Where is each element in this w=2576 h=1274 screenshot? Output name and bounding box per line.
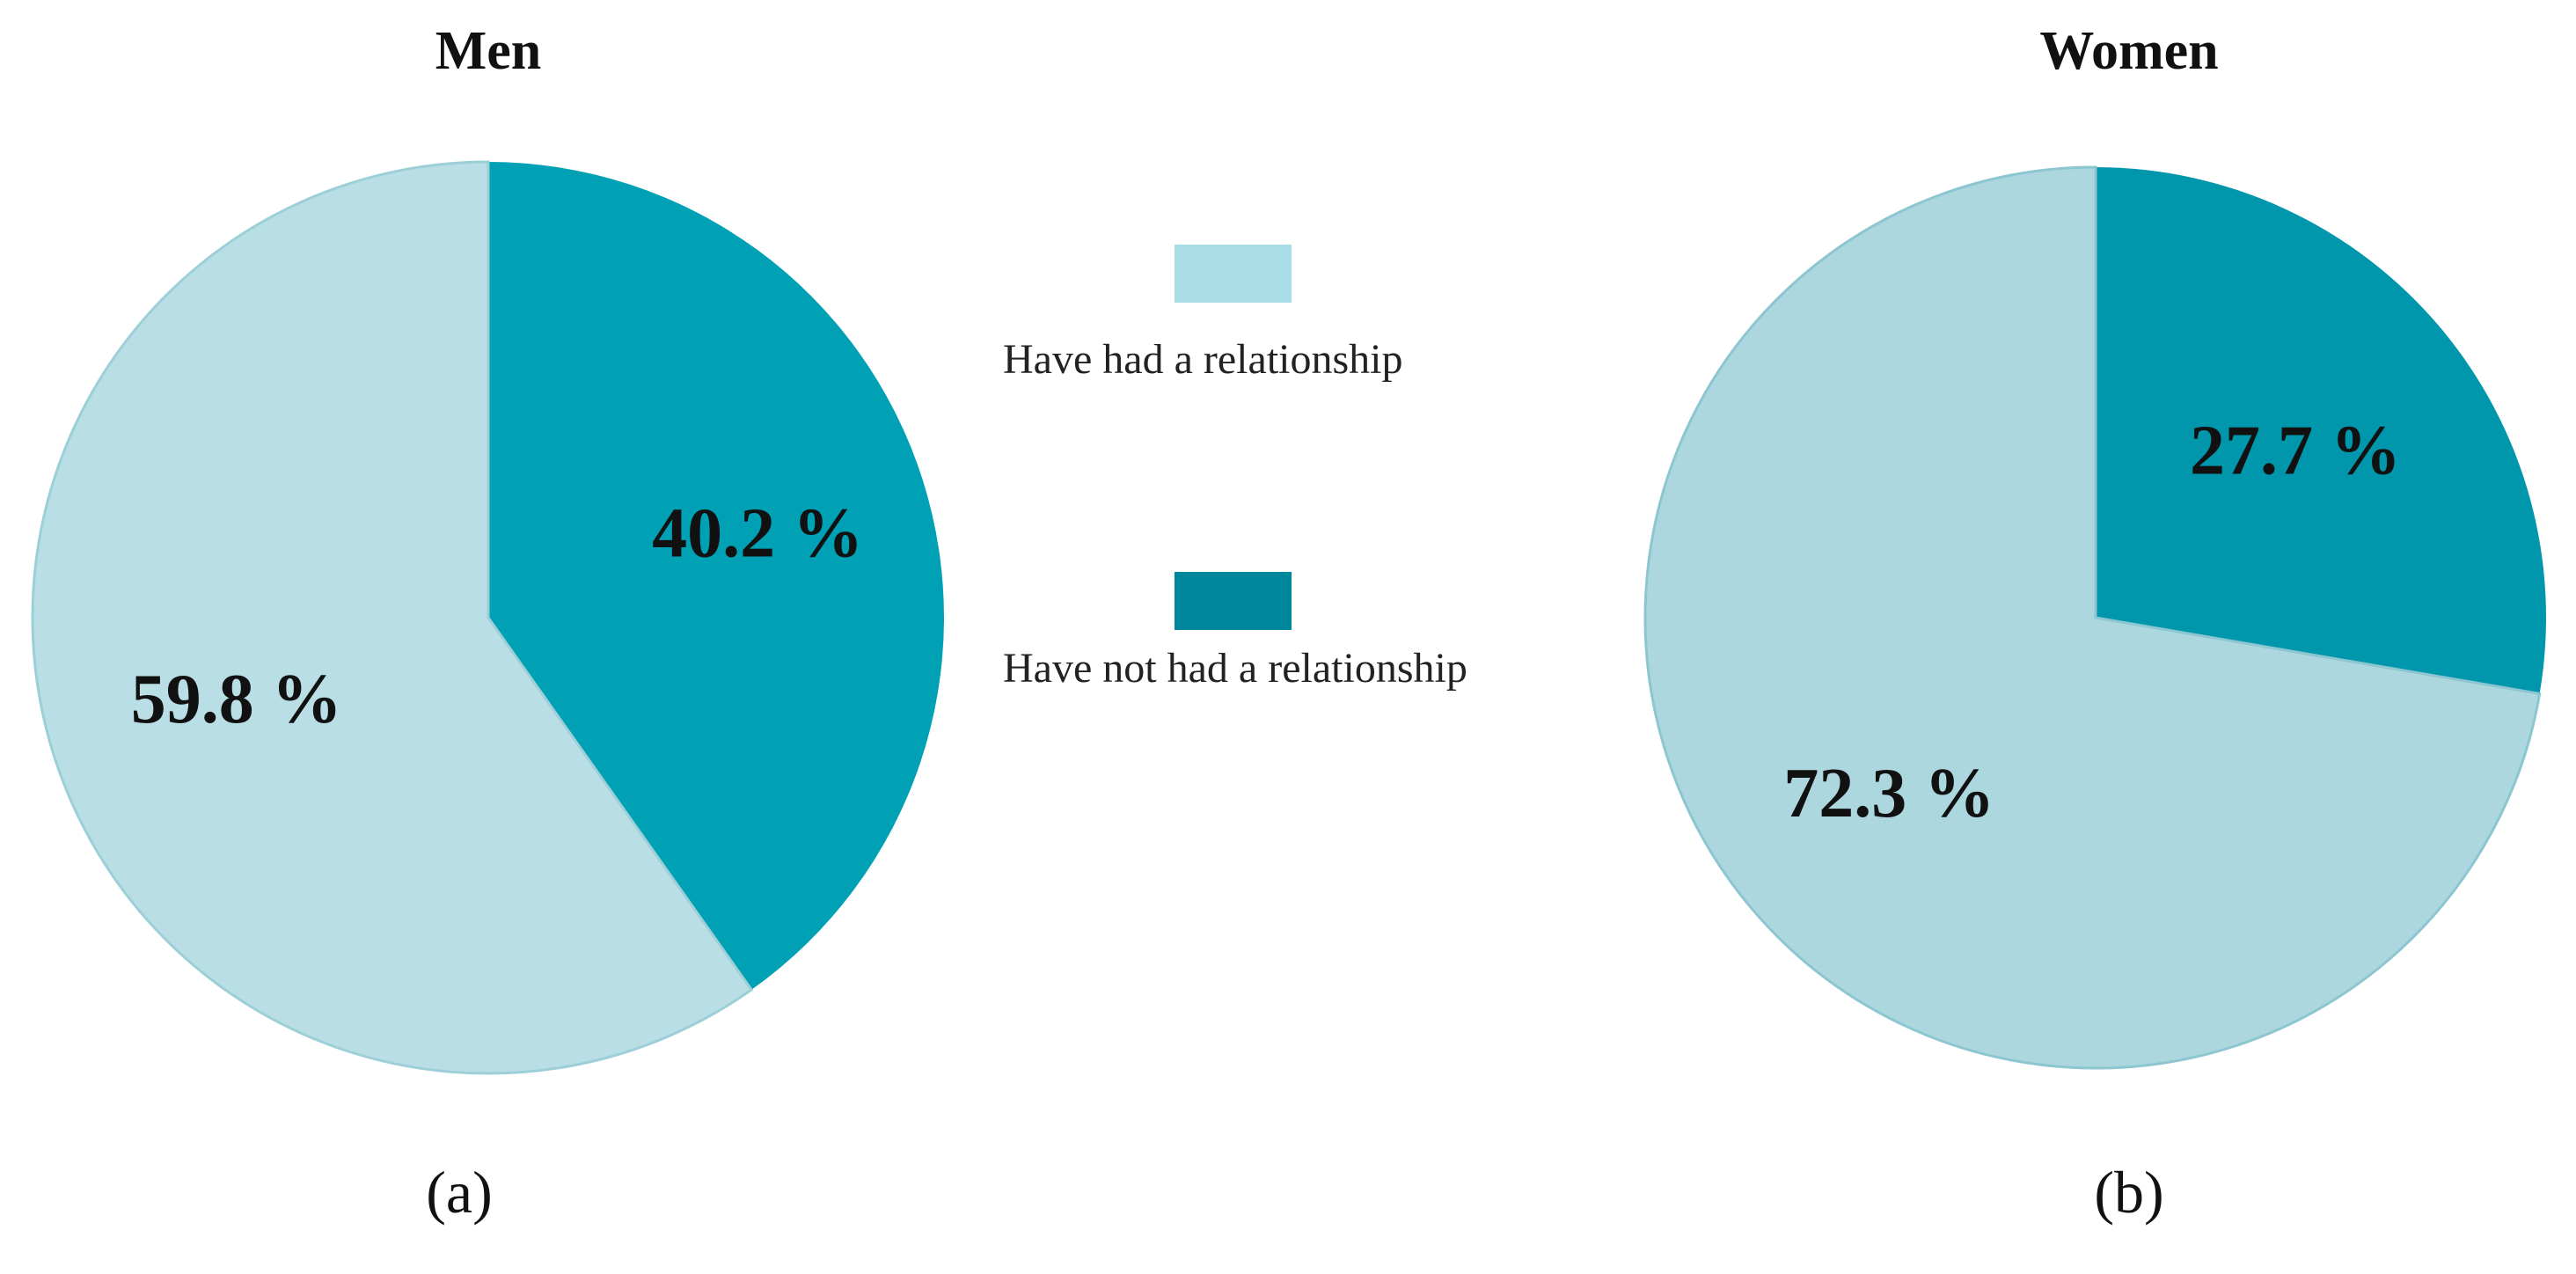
slice-value-label-had-relationship: 59.8 % xyxy=(131,661,342,738)
slice-value-label-not-had-relationship: 40.2 % xyxy=(652,495,863,573)
legend-swatch-not-had-relationship xyxy=(1175,572,1292,630)
legend-label-not-had-relationship: Have not had a relationship xyxy=(1003,645,1467,692)
chart-title-men: Men xyxy=(435,21,542,81)
panel-label-a: (a) xyxy=(426,1159,492,1226)
pie-slices-men xyxy=(31,160,944,1075)
pie-chart-men: Men 40.2 % 59.8 % (a) xyxy=(31,21,944,1226)
slice-value-label-had-relationship: 72.3 % xyxy=(1783,755,1994,832)
pie-slice-had-relationship xyxy=(1643,165,2542,1070)
pie-slice-had-relationship xyxy=(31,160,754,1075)
chart-title-women: Women xyxy=(2039,21,2218,81)
slice-value-label-not-had-relationship: 27.7 % xyxy=(2190,413,2401,490)
legend-item-had-relationship: Have had a relationship xyxy=(1003,245,1403,383)
pie-slice-labels-women: 27.7 % 72.3 % xyxy=(1783,413,2401,832)
legend: Have had a relationship Have not had a r… xyxy=(1003,245,1467,692)
panel-label-b: (b) xyxy=(2094,1159,2163,1226)
legend-swatch-had-relationship xyxy=(1175,245,1292,303)
pie-chart-women: Women 27.7 % 72.3 % (b) xyxy=(1643,21,2546,1226)
legend-item-not-had-relationship: Have not had a relationship xyxy=(1003,572,1467,692)
pie-slice-labels-men: 40.2 % 59.8 % xyxy=(131,495,863,738)
legend-label-had-relationship: Have had a relationship xyxy=(1003,336,1403,383)
pie-slices-women xyxy=(1643,165,2546,1070)
pie-slice-not-had-relationship xyxy=(488,162,944,990)
pie-slice-not-had-relationship xyxy=(2096,167,2546,694)
